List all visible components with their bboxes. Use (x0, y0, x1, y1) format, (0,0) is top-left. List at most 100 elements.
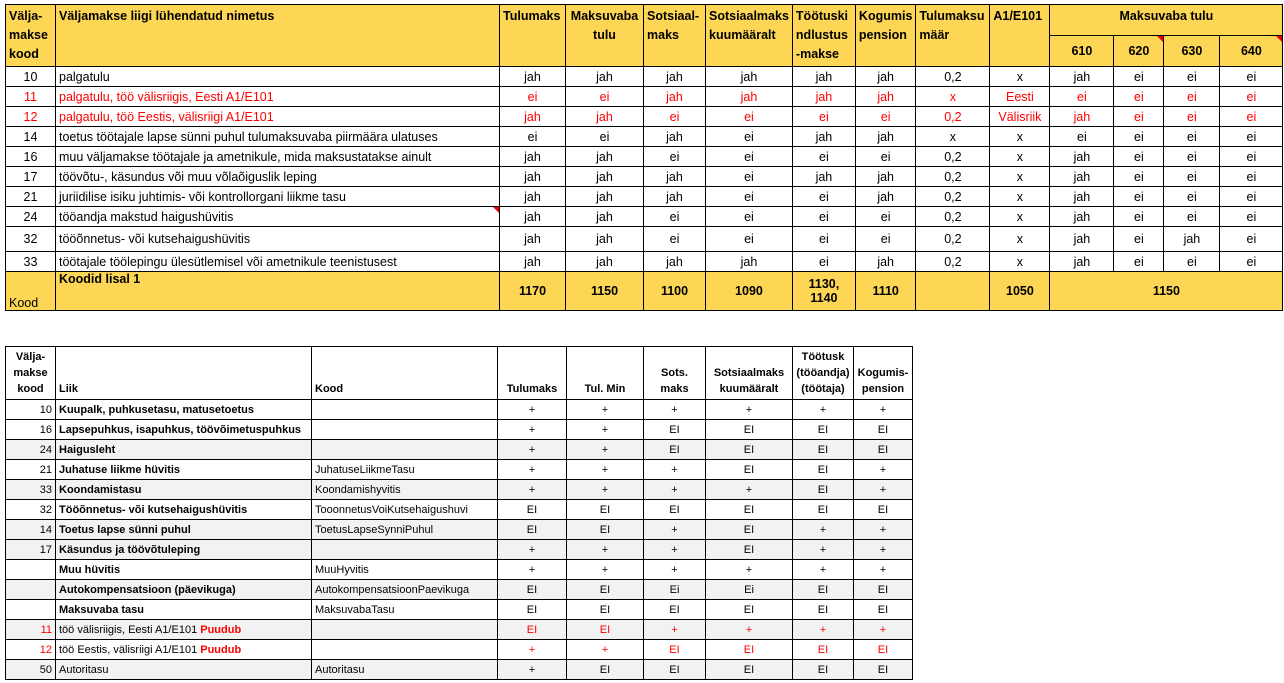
row-name-text: palgatulu, töö välisriigis, Eesti A1/E10… (59, 89, 274, 104)
row-kood: 21 (5, 186, 56, 207)
row-liik: Muu hüvitis (55, 559, 312, 580)
row-kood: 24 (5, 206, 56, 227)
row-value: EI (643, 639, 706, 660)
row-value: ei (565, 126, 644, 147)
table-row: 11 palgatulu, töö välisriigis, Eesti A1/E… (5, 86, 1284, 107)
header-maksuvaba-tulu: Maksuvaba tulu (1049, 4, 1284, 36)
table-row: 24 Haigusleht + + EI EI EI EI (5, 439, 913, 460)
row-kood: 17 (5, 166, 56, 187)
header-kood: Välja-makse kood (5, 346, 56, 400)
row-value: jah (705, 86, 793, 107)
row-value: EI (566, 659, 644, 680)
row-value: jah (643, 251, 706, 272)
row-value: jah (791, 66, 856, 87)
row-value: jah (643, 186, 706, 207)
comment-marker-icon[interactable] (1157, 36, 1164, 42)
missing-badge: Puudub (200, 643, 242, 656)
tax-matrix-table: Välja-makse kood Väljamakse liigi lühend… (5, 4, 1284, 311)
row-value: ei (705, 126, 793, 147)
row-liik: Maksuvaba tasu (55, 599, 312, 620)
table-row: Muu hüvitis MuuHyvitis + + + + + + (5, 559, 913, 580)
row-value: jah (499, 146, 566, 167)
row-liik: Toetus lapse sünni puhul (55, 519, 312, 540)
row-value: + (643, 559, 706, 580)
row-name-text: muu väljamakse töötajale ja ametnikule, … (59, 149, 432, 164)
row-kood: 16 (5, 146, 56, 167)
row-liik: töö välisriigis, Eesti A1/E101 Puudub (55, 619, 312, 640)
row-liik-text: Lapsepuhkus, isapuhkus, töövõimetuspuhku… (59, 423, 302, 436)
header-a1: A1/E101 (989, 4, 1051, 67)
row-value: 0,2 (915, 206, 991, 227)
row-value: ei (854, 226, 917, 252)
row-value: EI (705, 439, 793, 460)
row-value: EI (792, 659, 854, 680)
row-kood: 10 (5, 66, 56, 87)
row-kood2 (311, 539, 498, 560)
row-name-text: toetus töötajale lapse sünni puhul tulum… (59, 129, 438, 144)
row-value: ei (1113, 226, 1165, 252)
row-value: EI (497, 499, 567, 520)
row-name: palgatulu, töö Eestis, välisriigi A1/E10… (55, 106, 500, 127)
row-value: jah (1049, 226, 1115, 252)
row-value: x (989, 166, 1051, 187)
row-value: ei (1163, 126, 1221, 147)
row-kood2 (311, 399, 498, 420)
row-value: jah (565, 186, 644, 207)
row-liik-text: Tööõnnetus- või kutsehaigushüvitis (59, 503, 248, 516)
row-liik-text: Toetus lapse sünni puhul (59, 523, 191, 536)
row-value: jah (499, 106, 566, 127)
row-value: EI (643, 659, 706, 680)
row-value: ei (1113, 251, 1165, 272)
row-value: + (497, 419, 567, 440)
row-value: + (643, 539, 706, 560)
row-kood2: MaksuvabaTasu (311, 599, 498, 620)
row-value: + (497, 439, 567, 460)
row-value: EI (705, 539, 793, 560)
row-value: + (566, 459, 644, 480)
footer-kood: Kood (5, 271, 56, 311)
table-row: 50 Autoritasu Autoritasu + EI EI EI EI EI (5, 659, 913, 680)
row-value: + (566, 399, 644, 420)
header-sots: Sots. maks (643, 346, 706, 400)
header-610: 610 (1049, 35, 1115, 67)
footer-value (915, 271, 991, 311)
row-value: + (853, 619, 913, 640)
row-kood2: ToetusLapseSynniPuhul (311, 519, 498, 540)
row-name: toetus töötajale lapse sünni puhul tulum… (55, 126, 500, 147)
row-value: jah (643, 126, 706, 147)
header-liik: Liik (55, 346, 312, 400)
row-value: jah (854, 166, 917, 187)
row-name: palgatulu (55, 66, 500, 87)
row-value: ei (1219, 206, 1284, 227)
row-value: x (915, 86, 991, 107)
row-value: ei (791, 146, 856, 167)
comment-marker-icon[interactable] (493, 207, 499, 213)
row-value: jah (1049, 206, 1115, 227)
row-liik: Koondamistasu (55, 479, 312, 500)
header-630: 630 (1163, 35, 1221, 67)
row-value: jah (565, 66, 644, 87)
row-value: jah (1163, 226, 1221, 252)
row-value: ei (565, 86, 644, 107)
header-maar: Tulumaksu määr (915, 4, 991, 67)
row-value: x (989, 186, 1051, 207)
row-value: + (566, 479, 644, 500)
row-value: EI (792, 639, 854, 660)
table-row: 16 muu väljamakse töötajale ja ametnikule… (5, 146, 1284, 167)
row-value: jah (1049, 66, 1115, 87)
row-value: + (566, 439, 644, 460)
footer-value: 1170 (499, 271, 566, 311)
row-value: ei (1219, 126, 1284, 147)
comment-marker-icon[interactable] (1276, 36, 1283, 42)
row-kood: 32 (5, 226, 56, 252)
table-row: 16 Lapsepuhkus, isapuhkus, töövõimetuspuh… (5, 419, 913, 440)
footer-value: 1050 (989, 271, 1051, 311)
row-value: x (989, 251, 1051, 272)
row-value: jah (499, 166, 566, 187)
row-name: muu väljamakse töötajale ja ametnikule, … (55, 146, 500, 167)
row-value: jah (854, 126, 917, 147)
row-value: ei (705, 206, 793, 227)
table-row: Autokompensatsioon (päevikuga) Autokompen… (5, 579, 913, 600)
row-value: ei (791, 206, 856, 227)
row-value: ei (1219, 106, 1284, 127)
